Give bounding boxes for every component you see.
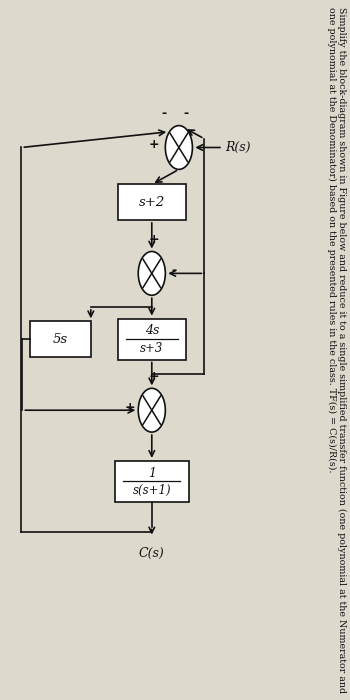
- Text: s(s+1): s(s+1): [133, 484, 171, 497]
- FancyBboxPatch shape: [118, 318, 186, 360]
- Text: +: +: [148, 370, 159, 383]
- FancyBboxPatch shape: [30, 321, 91, 357]
- Text: -: -: [183, 107, 188, 120]
- Text: 5s: 5s: [53, 332, 68, 346]
- Text: +: +: [148, 139, 159, 151]
- Text: -: -: [161, 107, 166, 120]
- FancyBboxPatch shape: [118, 184, 186, 220]
- Circle shape: [138, 389, 165, 432]
- FancyBboxPatch shape: [114, 461, 189, 502]
- Text: R(s): R(s): [225, 141, 251, 154]
- Text: -: -: [171, 264, 176, 277]
- Text: +: +: [125, 401, 135, 414]
- Circle shape: [165, 125, 192, 169]
- Text: s+3: s+3: [140, 342, 163, 355]
- Circle shape: [138, 251, 165, 295]
- Text: +: +: [148, 233, 159, 246]
- Text: Simplify the block-diagram shown in Figure below and reduce it to a single simpl: Simplify the block-diagram shown in Figu…: [327, 7, 346, 693]
- Text: s+2: s+2: [139, 196, 165, 209]
- Text: 1: 1: [148, 467, 156, 480]
- Text: C(s): C(s): [139, 547, 164, 561]
- Text: 4s: 4s: [145, 324, 159, 337]
